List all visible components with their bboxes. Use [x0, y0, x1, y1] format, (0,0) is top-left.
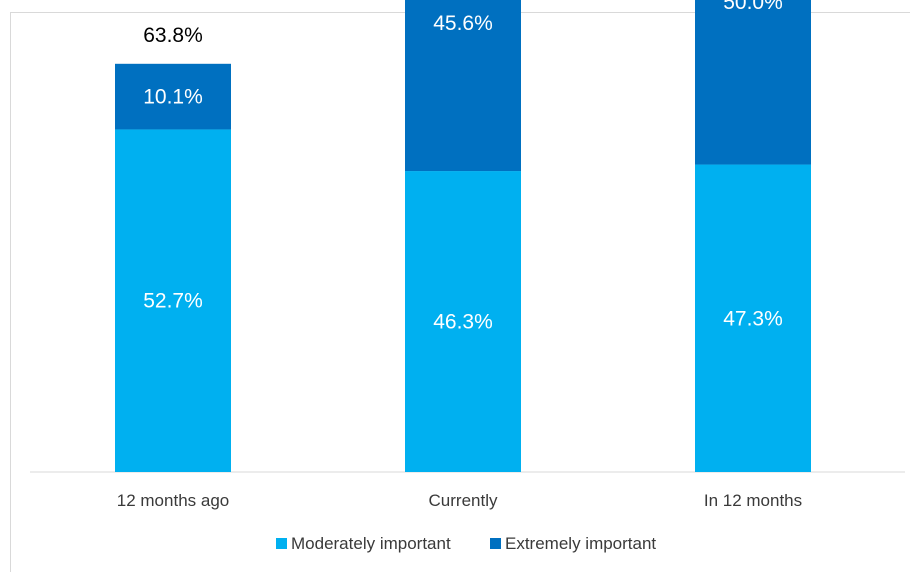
legend-swatch-extremely	[490, 538, 501, 549]
bar-extremely-3	[695, 0, 811, 165]
x-tick-label-2: Currently	[429, 491, 498, 510]
total-label-1: 63.8%	[143, 24, 203, 47]
legend-label-extremely: Extremely important	[505, 534, 656, 553]
bar-extremely-2	[405, 0, 521, 172]
data-label-extremely-3: 50.0%	[723, 0, 783, 14]
labels-group: 52.7%10.1%63.8%12 months ago46.3%45.6%91…	[117, 0, 802, 510]
x-tick-label-1: 12 months ago	[117, 491, 229, 510]
data-label-extremely-2: 45.6%	[433, 12, 493, 35]
bar-moderately-2	[405, 171, 521, 473]
bar-moderately-1	[115, 129, 231, 472]
bar-moderately-3	[695, 164, 811, 473]
legend-label-moderately: Moderately important	[291, 534, 451, 553]
data-label-moderately-1: 52.7%	[143, 290, 203, 313]
data-label-moderately-2: 46.3%	[433, 311, 493, 334]
legend-swatch-moderately	[276, 538, 287, 549]
x-tick-label-3: In 12 months	[704, 491, 802, 510]
bar-extremely-1	[115, 63, 231, 130]
data-label-moderately-3: 47.3%	[723, 307, 783, 330]
data-label-extremely-1: 10.1%	[143, 86, 203, 109]
legend: Moderately important Extremely important	[276, 534, 656, 553]
bars-group	[115, 0, 811, 473]
